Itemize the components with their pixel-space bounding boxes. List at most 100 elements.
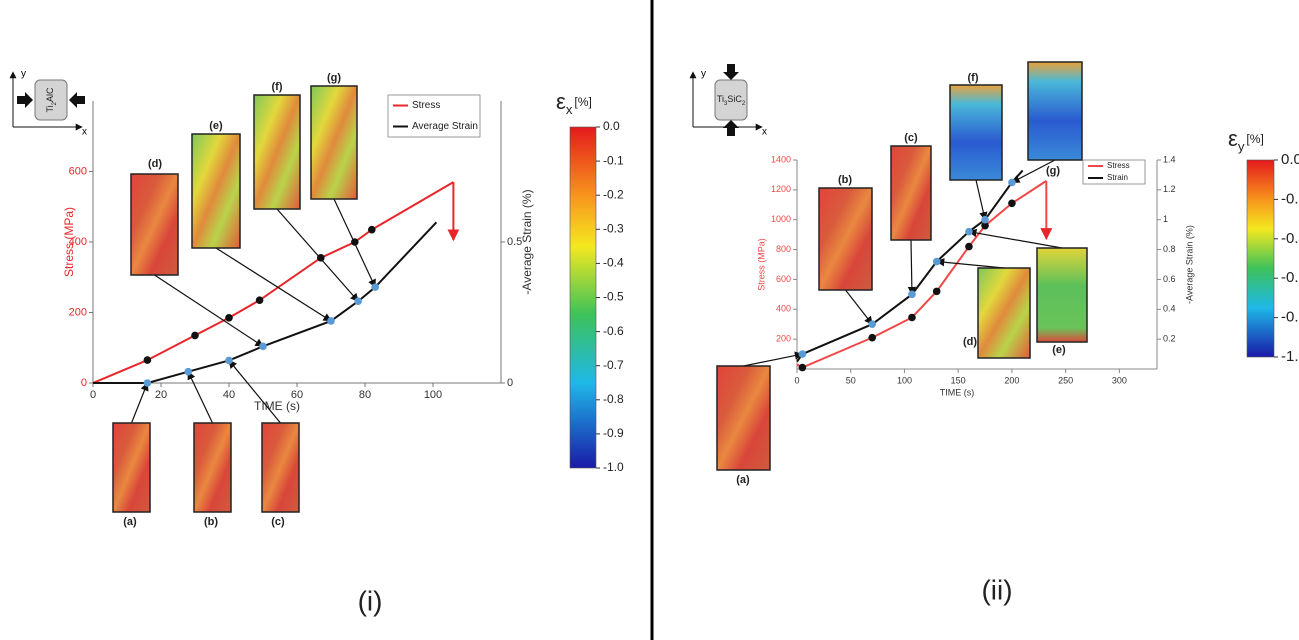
data-point [981,215,989,224]
inset-label: (b) [838,174,852,186]
inset-label: (c) [904,132,918,144]
material-part: 2 [742,101,746,107]
legend-label: Stress [1107,161,1130,170]
colorbar-symbol: ε [556,89,566,114]
specimen [34,79,68,121]
data-point [184,367,192,376]
y2-tick-label: 0.6 [1163,274,1176,284]
dic-inset [890,145,932,241]
data-point [143,379,152,387]
x-tick-label: 100 [897,375,912,385]
data-point [965,242,973,251]
y-tick-label: 400 [69,236,87,248]
y-tick-label: 400 [776,304,791,314]
x-tick-label: 250 [1058,375,1073,385]
dic-inset [1027,61,1083,161]
inset-arrow [228,359,281,424]
y2-tick-label: 0.8 [1163,244,1176,254]
data-point [868,333,877,342]
colorbar-tick-label: -0.2 [603,187,624,201]
dic-inset [818,187,873,291]
x-tick-label: 50 [846,375,856,385]
y-tick-label: 1200 [771,184,791,194]
icon-axis-label: x [82,127,87,138]
x-tick-label: 20 [155,389,167,401]
colorbar-tick-label: -0.2 [1281,190,1299,207]
inset-arrow [907,239,917,296]
colorbar-title: εy [%] [1228,126,1264,154]
material-part: SiC [727,94,742,104]
y-axis-title: Stress (MPa) [62,207,76,277]
colorbar-tick-label: 0.0 [1281,151,1299,168]
colorbar-tick-label: -0.7 [603,358,624,372]
y2-tick-label: 0 [507,377,513,389]
x-tick-label: 0 [90,389,96,401]
legend-label: Average Strain [412,121,478,132]
data-point [798,363,807,372]
load-arrow [69,92,85,108]
inset-arrow [187,370,214,424]
data-point [965,227,973,236]
x-axis-title: TIME (s) [254,399,300,413]
inset-arrow [968,228,1063,249]
y2-tick-label: 0.2 [1163,334,1176,344]
x-tick-label: 200 [1004,375,1019,385]
inset-arrow [130,382,149,424]
colorbar-tick-label: -0.9 [603,426,624,440]
legend-box [1082,159,1146,185]
colorbar-tick-label: -0.6 [603,324,624,338]
dic-inset [310,85,358,200]
data-point [191,331,199,340]
x-tick-label: 60 [291,389,303,401]
y-axis-title: Stress (MPa) [756,238,766,291]
inset-arrow [845,289,873,325]
data-point [908,290,916,299]
y2-axis-title: -Average Strain (%) [520,189,534,294]
data-point [327,317,335,325]
colorbar-tick-label: 0.0 [603,119,620,133]
colorbar [1246,159,1275,358]
inset-label: (f) [272,81,283,93]
colorbar-unit: [%] [574,95,591,109]
x-tick-label: 300 [1112,375,1127,385]
inset-arrow [276,208,359,302]
data-point [868,320,877,329]
y2-tick-label: 1 [1163,214,1168,224]
y-tick-label: 0 [81,377,87,389]
colorbar-tick-label: -1.0 [1281,348,1299,365]
data-point [225,313,233,322]
data-point [368,225,376,234]
inset-label: (a) [736,474,750,486]
x-tick-label: 80 [359,389,371,401]
inset-label: (a) [123,516,137,528]
colorbar-tick-label: -1.0 [603,460,624,474]
data-point [225,356,233,365]
x-tick-label: 40 [223,389,235,401]
colorbar-tick-label: -0.3 [603,221,624,235]
data-point [908,313,916,322]
dic-inset [112,422,151,513]
data-point [981,221,989,230]
y-tick-label: 1000 [771,214,791,224]
inset-label: (e) [209,120,223,132]
y-tick-label: 200 [776,334,791,344]
dic-inset [191,133,241,249]
inset-arrow [215,247,332,322]
icon-axis-label: y [21,69,26,80]
inset-label: (c) [271,516,285,528]
data-point [354,297,363,306]
y2-tick-label: 1.2 [1163,184,1176,194]
colorbar-tick-label: -0.8 [1281,309,1299,326]
dic-inset [193,422,232,513]
inset-arrow [975,179,988,221]
data-point [371,283,380,291]
x-tick-label: 100 [424,389,442,401]
colorbar-tick-label: -0.4 [1281,230,1299,247]
inset-arrow [154,274,264,347]
y2-tick-label: 0.5 [507,236,522,248]
inset-label: (g) [1046,165,1060,177]
data-point [317,254,325,262]
legend-label: Strain [1107,173,1128,182]
y-tick-label: 1400 [771,154,791,164]
